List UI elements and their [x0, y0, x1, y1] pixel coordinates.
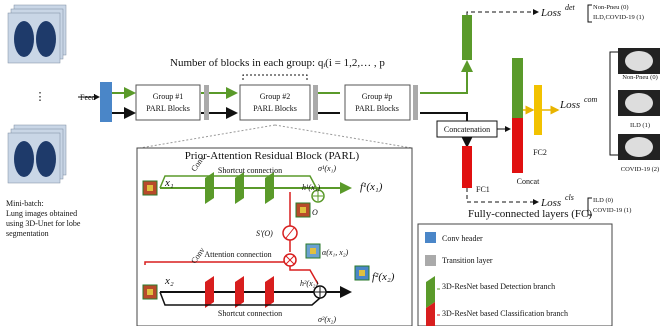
sigma2: σ²(x₂)	[318, 315, 336, 324]
fc-caption: Fully-connected layers (FC)	[468, 208, 592, 220]
lung	[36, 21, 56, 57]
loss-class: ILD,COVID-19 (1)	[593, 14, 644, 21]
h2: h²(x₂)	[300, 279, 318, 288]
group-box	[240, 85, 310, 120]
loss-class: ILD (0)	[593, 197, 613, 204]
ellipsis: ⋮	[35, 91, 46, 103]
loss-class: COVID-19 (2)	[621, 166, 659, 173]
lung	[14, 21, 34, 57]
input-text: Mini-batch:	[6, 199, 44, 208]
lung-thumb	[625, 51, 653, 71]
connector	[420, 62, 467, 93]
legend-icon	[425, 232, 436, 243]
feature-core	[310, 248, 316, 254]
loss-sup: com	[584, 95, 598, 104]
connector	[275, 125, 412, 148]
groups-note: Number of blocks in each group: qᵢ(i = 1…	[170, 57, 385, 69]
group-box	[345, 85, 410, 120]
fc2	[534, 85, 542, 135]
feature-core	[300, 207, 306, 213]
brace	[610, 52, 618, 155]
concat-red	[512, 118, 523, 173]
connector	[140, 125, 275, 148]
input-text: Lung images obtained	[6, 209, 77, 218]
group-label: PARL Blocks	[146, 104, 190, 113]
shortcut-label: Shortcut connection	[218, 166, 282, 175]
feature-core	[359, 270, 365, 276]
concat-green	[512, 58, 523, 118]
attention-label: Attention connection	[204, 250, 271, 259]
h1: h¹(x₁)	[302, 183, 320, 192]
input-text: segmentation	[6, 229, 49, 238]
feed-label: Feed	[80, 93, 96, 102]
o-label: O	[312, 208, 318, 217]
transition-layer	[413, 85, 418, 120]
f1: f¹(x₁)	[360, 181, 383, 193]
fc-green	[462, 15, 472, 60]
shortcut-label: Shortcut connection	[218, 309, 282, 318]
transition-layer	[313, 85, 318, 120]
legend-text: Conv header	[442, 234, 483, 243]
loss-class: Non-Pneu (0)	[593, 4, 629, 11]
lung-thumb	[625, 93, 653, 113]
diagram: ⋮ Mini-batch: Lung images obtained using…	[0, 0, 667, 326]
legend-text: 3D-ResNet based Classification branch	[442, 309, 568, 318]
concatenation-label: Concatenation	[444, 125, 490, 134]
legend-text: 3D-ResNet based Detection branch	[442, 282, 555, 291]
group-name: Group #2	[260, 92, 290, 101]
fc-red	[462, 146, 472, 188]
s-label: S'(O)	[256, 229, 273, 238]
input-text: using 3D-Unet for lobe	[6, 219, 81, 228]
group-label: PARL Blocks	[355, 104, 399, 113]
loss-name: Loss	[540, 7, 561, 19]
loss-name: Loss	[559, 99, 580, 111]
x2: x₂	[164, 275, 174, 287]
parl-title: Prior-Attention Residual Block (PARL)	[185, 150, 360, 162]
group-name: Group #1	[153, 92, 183, 101]
lung-thumb	[625, 137, 653, 157]
x1: x₁	[164, 177, 174, 189]
transition-layer	[204, 85, 209, 120]
group-label: PARL Blocks	[253, 104, 297, 113]
legend-icon	[425, 255, 436, 266]
concat-label: Concat	[517, 177, 540, 186]
feature-core	[147, 185, 153, 191]
feature-core	[147, 289, 153, 295]
legend-text: Transition layer	[442, 256, 493, 265]
loss-class: Non-Pneu (0)	[622, 74, 658, 81]
group-box	[136, 85, 200, 120]
sigma1: σ¹(x₁)	[318, 164, 336, 173]
fc1-label: FC1	[476, 185, 490, 194]
lung	[14, 141, 34, 177]
conv-header	[100, 82, 112, 122]
f2: f²(x₂)	[372, 271, 395, 283]
fc2-label: FC2	[533, 148, 547, 157]
loss-sup: det	[565, 3, 576, 12]
loss-name: Loss	[540, 197, 561, 209]
loss-sup: cls	[565, 193, 574, 202]
brace	[588, 5, 592, 22]
lung	[36, 141, 56, 177]
loss-class: COVID-19 (1)	[593, 207, 631, 214]
bracket	[243, 75, 307, 80]
loss-class: ILD (1)	[630, 122, 650, 129]
alpha: α(x₁, x₂)	[322, 248, 349, 257]
connector	[467, 12, 538, 15]
group-name: Group #p	[362, 92, 392, 101]
